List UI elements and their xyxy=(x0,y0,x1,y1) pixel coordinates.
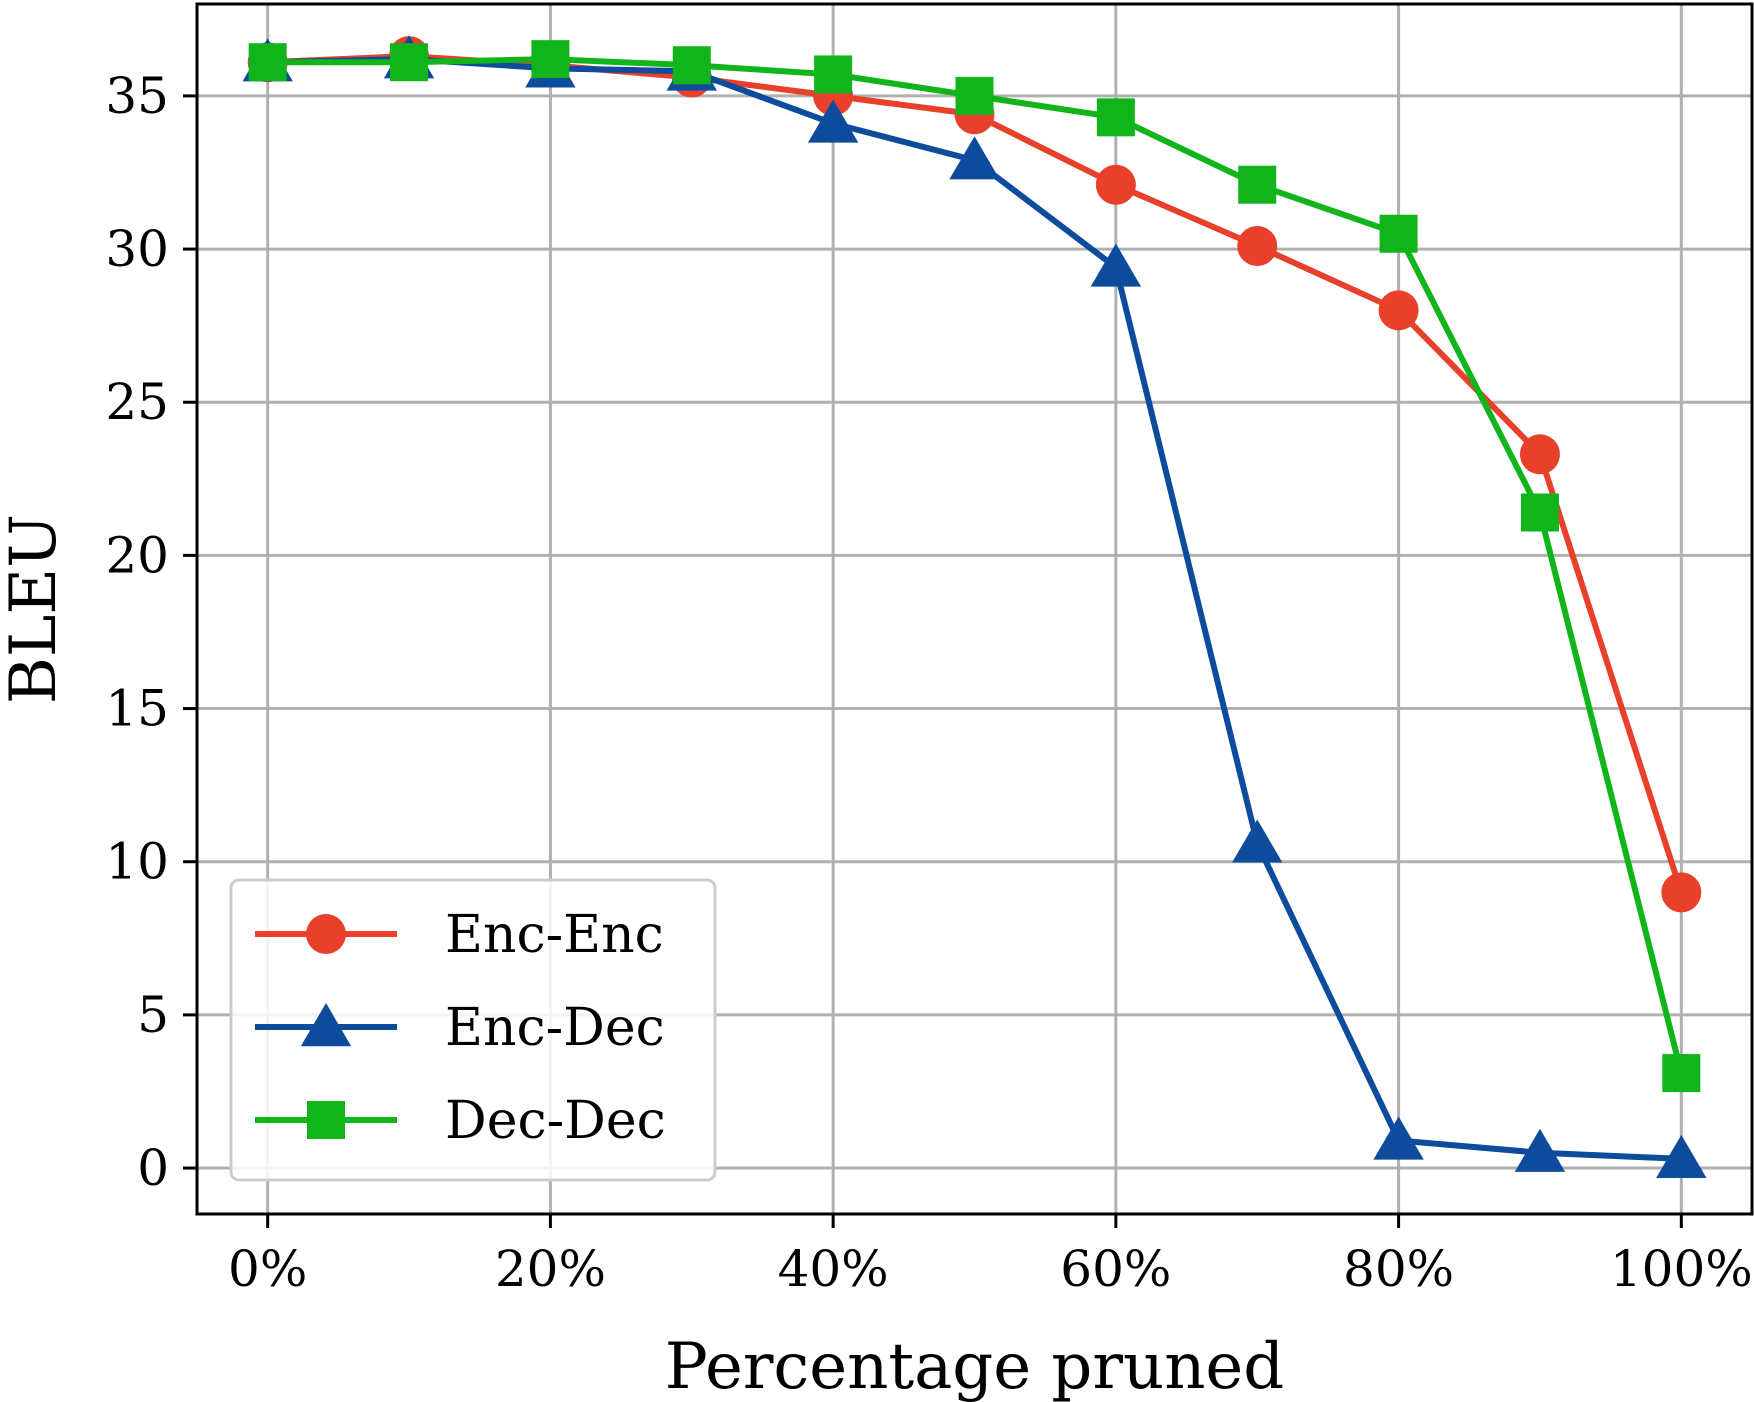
series-layer xyxy=(242,35,1707,1179)
y-tick-label: 30 xyxy=(105,220,169,278)
data-point-dec-dec xyxy=(814,55,853,94)
data-point-dec-dec xyxy=(1379,214,1418,253)
x-axis: 0% 20% 40% 60% 80% 100% xyxy=(228,1214,1753,1298)
series-dec-dec xyxy=(248,40,1701,1093)
data-point-dec-dec xyxy=(1520,493,1559,532)
data-point-dec-dec xyxy=(1096,98,1135,137)
y-tick-label: 20 xyxy=(105,526,169,584)
x-tick-label: 40% xyxy=(778,1240,889,1298)
legend: Enc-Enc Enc-Dec Dec-Dec xyxy=(229,878,717,1182)
data-point-enc-enc xyxy=(1519,434,1560,475)
legend-label-enc-dec: Enc-Dec xyxy=(445,998,665,1058)
x-tick-label: 80% xyxy=(1343,1240,1454,1298)
legend-marker-enc-enc xyxy=(306,914,346,954)
y-axis: 0 5 10 15 20 25 30 35 xyxy=(105,67,197,1197)
data-point-dec-dec xyxy=(1662,1054,1701,1093)
legend-label-dec-dec: Dec-Dec xyxy=(445,1091,666,1151)
data-point-enc-dec xyxy=(807,99,859,143)
legend-box xyxy=(229,878,717,1182)
data-point-enc-dec xyxy=(949,136,1000,180)
x-tick-label: 0% xyxy=(228,1240,307,1298)
data-point-dec-dec xyxy=(672,46,711,85)
y-tick-label: 0 xyxy=(137,1139,169,1197)
y-axis-title: BLEU xyxy=(0,514,71,704)
data-point-dec-dec xyxy=(248,43,287,82)
data-point-enc-dec xyxy=(1090,243,1142,287)
data-point-enc-dec xyxy=(1514,1128,1566,1172)
x-axis-title: Percentage pruned xyxy=(665,1330,1285,1402)
y-tick-label: 25 xyxy=(105,373,169,431)
data-point-enc-enc xyxy=(1237,226,1278,266)
legend-item-enc-enc: Enc-Enc xyxy=(255,905,664,965)
series-line-enc-enc xyxy=(267,53,1685,894)
y-tick-label: 10 xyxy=(105,833,169,891)
data-point-enc-dec xyxy=(1373,1116,1424,1160)
plot-frame xyxy=(195,2,1754,1216)
x-tick-label: 20% xyxy=(495,1240,606,1298)
y-tick-label: 15 xyxy=(105,680,169,738)
y-tick-label: 5 xyxy=(137,986,169,1044)
data-point-enc-dec xyxy=(1232,819,1283,863)
data-point-enc-enc xyxy=(1095,164,1136,205)
legend-item-enc-dec: Enc-Dec xyxy=(255,998,665,1058)
y-tick-label: 35 xyxy=(105,67,169,125)
legend-label-enc-enc: Enc-Enc xyxy=(445,905,664,965)
data-point-dec-dec xyxy=(531,40,570,79)
legend-marker-dec-dec xyxy=(307,1101,345,1139)
data-point-enc-dec xyxy=(1656,1134,1707,1179)
legend-marker-enc-dec xyxy=(300,1003,352,1047)
data-point-dec-dec xyxy=(1238,165,1277,204)
legend-item-dec-dec: Dec-Dec xyxy=(255,1091,666,1151)
x-tick-label: 60% xyxy=(1060,1240,1171,1298)
data-point-enc-enc xyxy=(1378,290,1419,331)
data-point-dec-dec xyxy=(955,76,994,115)
data-point-enc-enc xyxy=(1661,872,1702,913)
data-point-dec-dec xyxy=(390,43,429,82)
x-tick-label: 100% xyxy=(1610,1240,1753,1298)
